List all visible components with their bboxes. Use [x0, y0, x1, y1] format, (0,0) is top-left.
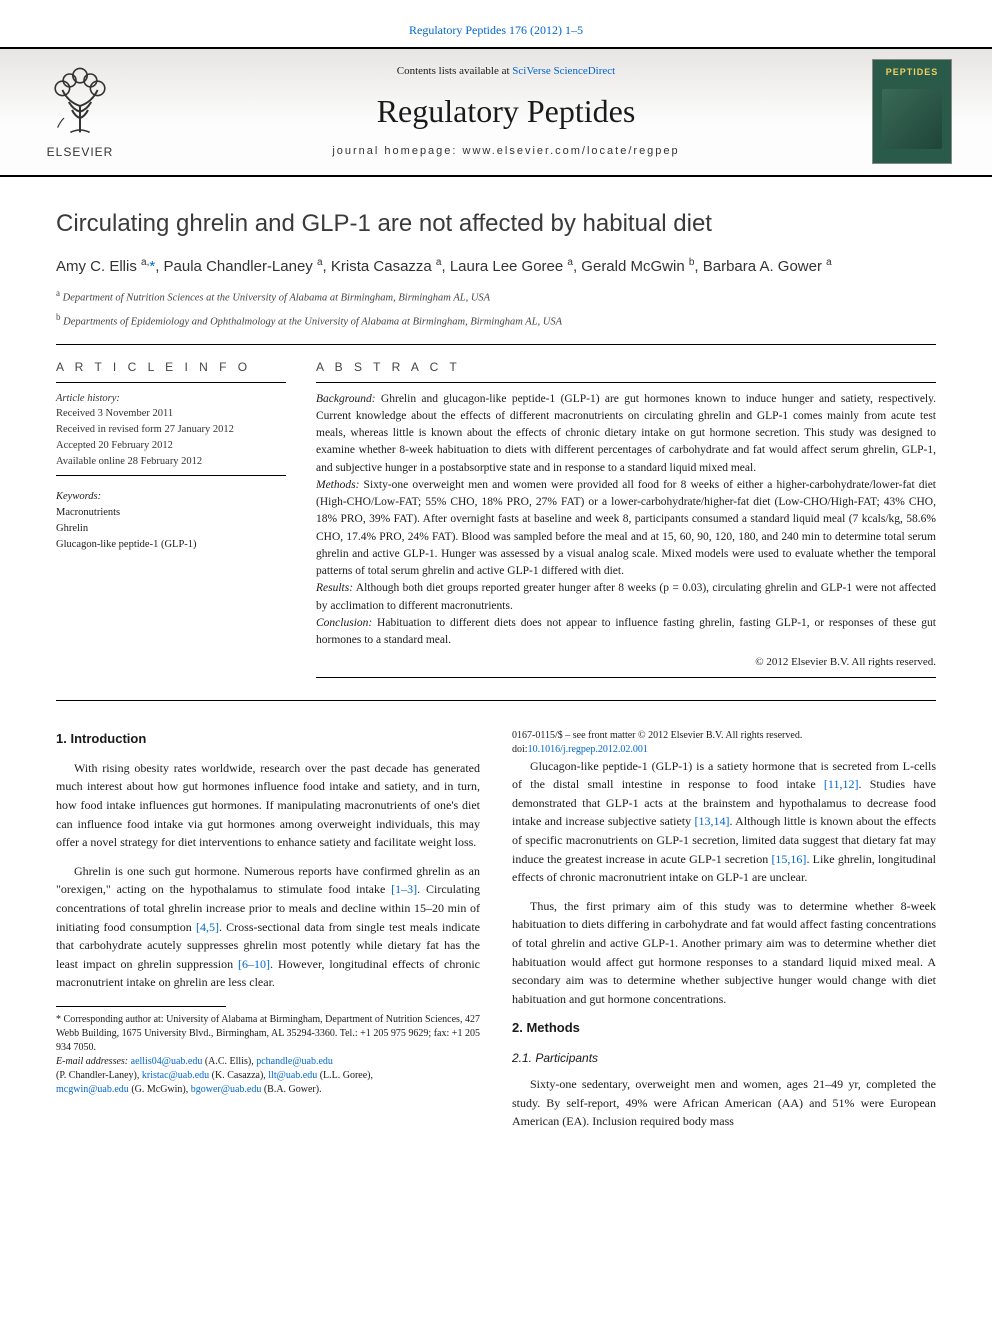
- info-rule: [316, 382, 936, 383]
- email-link[interactable]: aellis04@uab.edu: [131, 1056, 203, 1067]
- introduction-heading: 1. Introduction: [56, 729, 480, 749]
- affiliation-list: a Department of Nutrition Sciences at th…: [56, 287, 936, 329]
- article-title: Circulating ghrelin and GLP-1 are not af…: [56, 207, 936, 241]
- intro-para-3: Glucagon-like peptide-1 (GLP-1) is a sat…: [512, 757, 936, 887]
- email-line-2: (P. Chandler-Laney), kristac@uab.edu (K.…: [56, 1069, 480, 1083]
- participants-heading: 2.1. Participants: [512, 1049, 936, 1068]
- email-text: (B.A. Gower).: [261, 1084, 321, 1095]
- email-line-1: E-mail addresses: aellis04@uab.edu (A.C.…: [56, 1055, 480, 1069]
- article-content: Circulating ghrelin and GLP-1 are not af…: [0, 177, 992, 1151]
- abstract-background-label: Background:: [316, 393, 376, 405]
- ref-link[interactable]: [11,12]: [824, 777, 859, 791]
- methods-heading: 2. Methods: [512, 1018, 936, 1038]
- cover-label: PEPTIDES: [886, 66, 939, 79]
- section-rule: [56, 700, 936, 701]
- ref-link[interactable]: [1–3]: [391, 882, 417, 896]
- ref-link[interactable]: [4,5]: [196, 920, 219, 934]
- cover-image-placeholder: [882, 89, 942, 149]
- abstract-results: Although both diet groups reported great…: [316, 582, 936, 611]
- doi-link[interactable]: 10.1016/j.regpep.2012.02.001: [528, 744, 648, 755]
- ref-link[interactable]: [15,16]: [771, 852, 806, 866]
- intro-para-2: Ghrelin is one such gut hormone. Numerou…: [56, 862, 480, 992]
- section-rule: [56, 344, 936, 345]
- banner-center: Contents lists available at SciVerse Sci…: [140, 64, 872, 160]
- email-label: E-mail addresses:: [56, 1056, 131, 1067]
- email-text: (K. Casazza),: [209, 1070, 268, 1081]
- keyword: Ghrelin: [56, 521, 286, 537]
- abstract-copyright: © 2012 Elsevier B.V. All rights reserved…: [316, 655, 936, 670]
- email-line-3: mcgwin@uab.edu (G. McGwin), bgower@uab.e…: [56, 1083, 480, 1097]
- email-link[interactable]: mcgwin@uab.edu: [56, 1084, 129, 1095]
- doi-line: doi:10.1016/j.regpep.2012.02.001: [512, 743, 936, 757]
- abstract-text: Background: Ghrelin and glucagon-like pe…: [316, 391, 936, 650]
- affiliation: b Departments of Epidemiology and Ophtha…: [56, 311, 936, 330]
- intro-para-1: With rising obesity rates worldwide, res…: [56, 759, 480, 852]
- history-line: Available online 28 February 2012: [56, 454, 286, 470]
- citation-link[interactable]: Regulatory Peptides 176 (2012) 1–5: [409, 23, 583, 37]
- footnote-rule: [56, 1006, 226, 1007]
- email-link[interactable]: pchandle@uab.edu: [256, 1056, 333, 1067]
- abstract-methods: Sixty-one overweight men and women were …: [316, 479, 936, 577]
- history-line: Received 3 November 2011: [56, 406, 286, 422]
- email-text: (P. Chandler-Laney),: [56, 1070, 142, 1081]
- publisher-logo-block: ELSEVIER: [20, 62, 140, 161]
- keyword: Glucagon-like peptide-1 (GLP-1): [56, 537, 286, 553]
- abstract-results-label: Results:: [316, 582, 353, 594]
- intro-para-4: Thus, the first primary aim of this stud…: [512, 897, 936, 1009]
- journal-homepage-line: journal homepage: www.elsevier.com/locat…: [140, 144, 872, 159]
- doi-prefix: doi:: [512, 744, 528, 755]
- info-rule: [56, 382, 286, 383]
- elsevier-logo: ELSEVIER: [40, 62, 120, 161]
- keyword: Macronutrients: [56, 505, 286, 521]
- keywords-list: MacronutrientsGhrelinGlucagon-like pepti…: [56, 505, 286, 552]
- elsevier-tree-icon: [40, 62, 120, 142]
- info-rule: [56, 475, 286, 476]
- abstract-heading: A B S T R A C T: [316, 359, 936, 376]
- article-footer: 0167-0115/$ – see front matter © 2012 El…: [512, 729, 936, 757]
- elsevier-wordmark: ELSEVIER: [47, 144, 114, 161]
- abstract-conclusion: Habituation to different diets does not …: [316, 617, 936, 646]
- abstract-background: Ghrelin and glucagon-like peptide-1 (GLP…: [316, 393, 936, 474]
- abstract-block: A B S T R A C T Background: Ghrelin and …: [316, 359, 936, 686]
- email-link[interactable]: llt@uab.edu: [268, 1070, 317, 1081]
- corresponding-author-note: * Corresponding author at: University of…: [56, 1013, 480, 1055]
- participants-para: Sixty-one sedentary, overweight men and …: [512, 1075, 936, 1131]
- journal-citation-header: Regulatory Peptides 176 (2012) 1–5: [0, 0, 992, 47]
- ref-link[interactable]: [6–10]: [238, 957, 270, 971]
- abstract-methods-label: Methods:: [316, 479, 359, 491]
- article-info-left: A R T I C L E I N F O Article history: R…: [56, 359, 286, 686]
- footnotes-block: * Corresponding author at: University of…: [56, 1013, 480, 1097]
- journal-cover-thumbnail: PEPTIDES: [872, 59, 952, 164]
- abstract-conclusion-label: Conclusion:: [316, 617, 372, 629]
- cover-thumbnail-block: PEPTIDES: [872, 59, 972, 164]
- contents-prefix: Contents lists available at: [397, 65, 512, 77]
- front-matter-line: 0167-0115/$ – see front matter © 2012 El…: [512, 729, 936, 743]
- contents-available-line: Contents lists available at SciVerse Sci…: [140, 64, 872, 79]
- info-rule: [316, 677, 936, 678]
- article-info-heading: A R T I C L E I N F O: [56, 359, 286, 376]
- history-line: Accepted 20 February 2012: [56, 438, 286, 454]
- article-body-columns: 1. Introduction With rising obesity rate…: [56, 729, 936, 1131]
- email-text: (A.C. Ellis),: [202, 1056, 256, 1067]
- email-link[interactable]: kristac@uab.edu: [142, 1070, 209, 1081]
- journal-title: Regulatory Peptides: [140, 89, 872, 134]
- article-history: Article history: Received 3 November 201…: [56, 391, 286, 470]
- author-list: Amy C. Ellis a,*, Paula Chandler-Laney a…: [56, 256, 936, 277]
- sciencedirect-link[interactable]: SciVerse ScienceDirect: [512, 65, 615, 77]
- history-label: Article history:: [56, 391, 286, 407]
- keywords-label: Keywords:: [56, 490, 286, 505]
- affiliation: a Department of Nutrition Sciences at th…: [56, 287, 936, 306]
- email-text: (G. McGwin),: [129, 1084, 191, 1095]
- journal-banner: ELSEVIER Contents lists available at Sci…: [0, 47, 992, 177]
- email-text: (L.L. Goree),: [317, 1070, 373, 1081]
- history-line: Received in revised form 27 January 2012: [56, 422, 286, 438]
- ref-link[interactable]: [13,14]: [694, 814, 729, 828]
- article-info-row: A R T I C L E I N F O Article history: R…: [56, 359, 936, 686]
- email-link[interactable]: bgower@uab.edu: [191, 1084, 262, 1095]
